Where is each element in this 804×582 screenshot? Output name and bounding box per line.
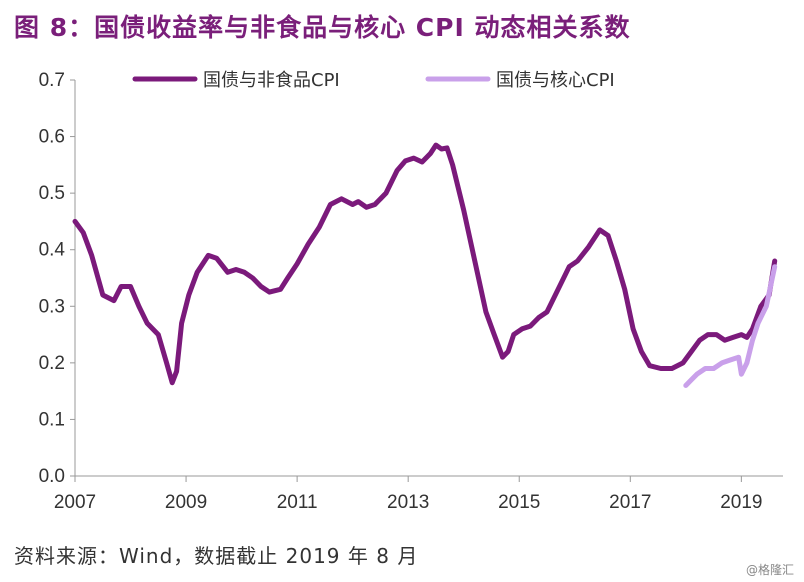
y-tick-label: 0.0 (39, 466, 65, 487)
chart-legend: 国债与非食品CPI 国债与核心CPI (132, 70, 615, 91)
y-tick-label: 0.6 (39, 127, 65, 148)
x-tick-label: 2013 (387, 492, 429, 513)
y-tick-label: 0.1 (39, 409, 65, 430)
y-tick-label: 0.7 (39, 70, 65, 91)
x-tick-label: 2019 (720, 492, 762, 513)
chart-title: 图 8：国债收益率与非食品与核心 CPI 动态相关系数 (14, 13, 631, 42)
y-tick-label: 0.5 (39, 183, 65, 204)
y-tick-label: 0.2 (39, 353, 65, 374)
x-tick-label: 2017 (609, 492, 651, 513)
legend-label-1: 国债与非食品CPI (203, 70, 340, 91)
y-tick-label: 0.4 (39, 240, 66, 261)
x-tick-label: 2015 (498, 492, 540, 513)
series-line-2 (683, 264, 778, 388)
chart-axes: 0.0 0.1 0.2 0.3 0.4 0.5 0.6 0.7 2007 2009 2011 2013… (39, 70, 783, 513)
source-note: 资料来源：Wind，数据截止 2019 年 8 月 (14, 544, 419, 568)
chart-series (72, 142, 778, 388)
x-tick-label: 2009 (165, 492, 207, 513)
x-tick-label: 2011 (277, 492, 318, 513)
y-tick-label: 0.3 (39, 296, 65, 317)
legend-label-2: 国债与核心CPI (496, 70, 615, 91)
series-line-1 (72, 142, 778, 386)
watermark-text: @格隆汇 (745, 563, 794, 577)
x-tick-label: 2007 (54, 492, 96, 513)
